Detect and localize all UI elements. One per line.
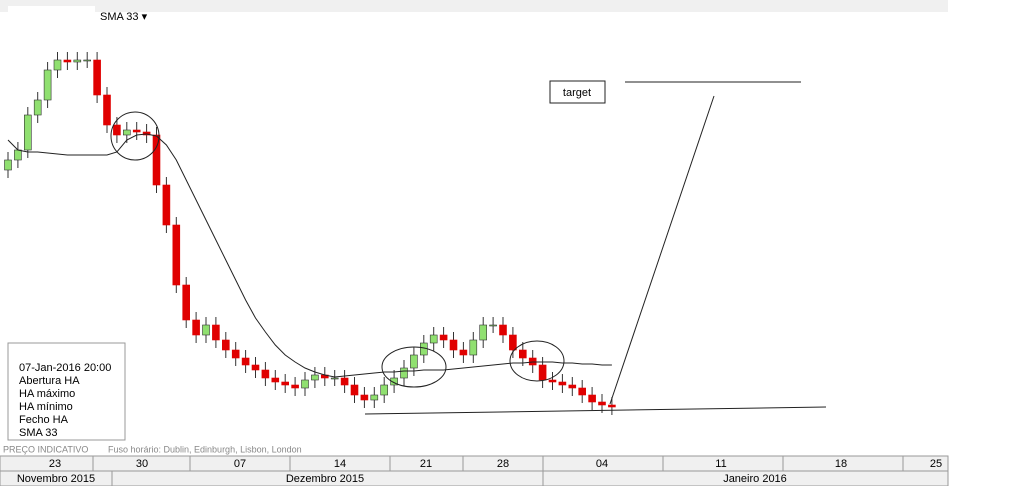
month-label: Janeiro 2016 xyxy=(723,473,787,485)
plot xyxy=(4,52,616,415)
candle-body xyxy=(340,377,349,386)
right-margin xyxy=(948,0,1020,486)
candle-body xyxy=(479,324,488,341)
symbol-box xyxy=(8,6,95,26)
day-label: 07 xyxy=(234,458,246,470)
candle-body xyxy=(251,364,260,371)
candle-body xyxy=(103,94,111,126)
candle-body xyxy=(73,59,82,63)
info-line: Abertura HA xyxy=(19,375,80,387)
info-line: HA mínimo xyxy=(19,401,73,413)
trend-line xyxy=(364,406,827,415)
day-label: 11 xyxy=(715,458,726,470)
candle-body xyxy=(123,129,131,136)
candle-body xyxy=(538,364,547,381)
candle-body xyxy=(380,384,389,396)
candle-body xyxy=(43,69,52,101)
candle-body xyxy=(301,379,309,389)
target-label: target xyxy=(563,87,591,99)
candle-body xyxy=(281,381,290,386)
candle-body xyxy=(608,404,616,408)
candle-body xyxy=(132,129,141,133)
candle-body xyxy=(311,374,319,381)
candle-body xyxy=(459,349,468,356)
month-label: Novembro 2015 xyxy=(17,473,95,485)
day-label: 21 xyxy=(420,458,432,470)
timezone: Fuso horário: Dublin, Edinburgh, Lisbon,… xyxy=(108,444,302,454)
candle-body xyxy=(360,394,369,401)
candle-body xyxy=(113,124,121,136)
day-label: 18 xyxy=(835,458,847,470)
candle-body xyxy=(469,339,478,356)
status: PREÇO INDICATIVO xyxy=(3,444,88,454)
candle-body xyxy=(231,349,240,359)
info-line: Fecho HA xyxy=(19,414,69,426)
candle-body xyxy=(241,357,250,366)
info-box xyxy=(7,342,126,441)
circle xyxy=(110,111,160,161)
candle-body xyxy=(558,381,567,386)
candle-body xyxy=(93,59,101,96)
candle-body xyxy=(222,339,230,351)
candle-body xyxy=(439,334,448,341)
info-line: 07-Jan-2016 20:00 xyxy=(19,362,111,374)
day-label: 25 xyxy=(930,458,942,470)
info-line: SMA 33 xyxy=(19,427,58,439)
annotations xyxy=(110,80,827,415)
candle-body xyxy=(518,349,527,359)
candle-body xyxy=(83,59,91,62)
candle-body xyxy=(23,114,32,151)
candle-body xyxy=(429,334,438,344)
day-label: 14 xyxy=(334,458,346,470)
candle-body xyxy=(291,384,299,389)
day-label: 30 xyxy=(136,458,148,470)
target-line xyxy=(609,95,715,405)
candle-body xyxy=(152,134,161,186)
candle-body xyxy=(489,324,497,327)
candle-body xyxy=(419,342,428,356)
candle-body xyxy=(509,334,517,351)
candle-body xyxy=(162,184,171,226)
info-line: HA máximo xyxy=(19,388,75,400)
candle-body xyxy=(568,384,577,389)
day-label: 28 xyxy=(497,458,509,470)
candle-body xyxy=(390,377,398,386)
candle-body xyxy=(350,384,359,396)
candle-body xyxy=(192,319,200,336)
indicator-menu[interactable]: SMA 33 ▾ xyxy=(100,11,148,23)
candle-body xyxy=(4,159,12,171)
candle-body xyxy=(53,59,62,71)
candle-body xyxy=(548,379,557,383)
candle-body xyxy=(370,394,379,401)
candle-body xyxy=(588,394,596,403)
candle-body xyxy=(172,224,181,286)
top-strip xyxy=(0,0,948,12)
candle-body xyxy=(578,387,587,396)
circle xyxy=(381,346,447,388)
candle-body xyxy=(33,99,42,116)
candle-body xyxy=(499,324,507,336)
axis-labels: 23 30 07 14 21 28 04 11 18 25 Novembro 2015 Dezembr… xyxy=(17,456,942,486)
candle-body xyxy=(261,369,270,379)
month-label: Dezembro 2015 xyxy=(286,473,364,485)
day-label: 23 xyxy=(49,458,61,470)
candle-body xyxy=(449,339,458,351)
target-box xyxy=(549,80,606,104)
candle-body xyxy=(271,377,280,383)
day-label: 04 xyxy=(596,458,608,470)
candle-body xyxy=(330,377,339,380)
circle xyxy=(509,340,565,382)
candle-body xyxy=(598,401,606,406)
candle-body xyxy=(202,324,210,336)
candle-body xyxy=(410,354,418,369)
candle-body xyxy=(400,367,408,379)
candle-body xyxy=(212,324,220,341)
candle-body xyxy=(63,59,72,63)
candle-body xyxy=(14,149,22,161)
sma-line xyxy=(7,133,612,378)
candle-body xyxy=(182,284,190,321)
